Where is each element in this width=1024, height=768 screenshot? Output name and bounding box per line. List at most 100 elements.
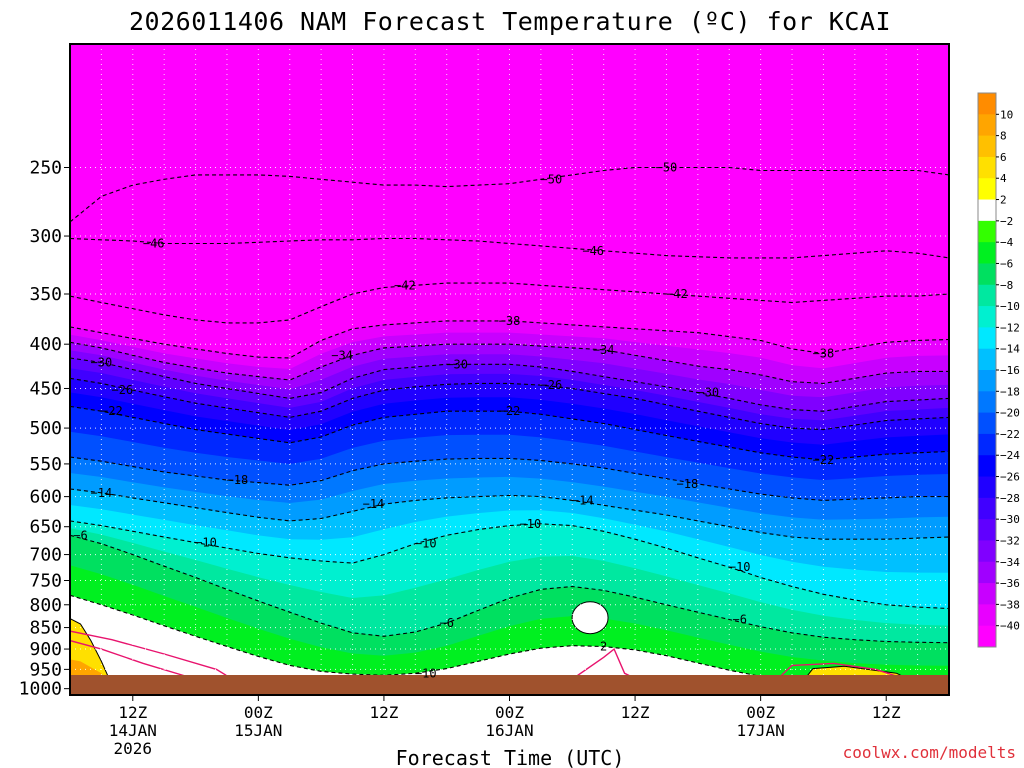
colorbar-label-5: −2 (1000, 215, 1013, 228)
isotherm--26 (70, 377, 949, 431)
xtick-date-0: 14JAN (109, 721, 157, 740)
ytick-label-600: 600 (29, 487, 62, 508)
ground-strip (70, 675, 949, 695)
colorbar-swatch-25 (978, 625, 996, 648)
ytick-label-900: 900 (29, 639, 62, 660)
contour-label--26-0: −26 (111, 383, 133, 397)
isotherm--14 (70, 488, 949, 540)
contour-label--6-0: −6 (73, 528, 87, 542)
colorbar: 10 8 6 4 2 −2 −4 −6 −8 −10 −12 −14 −16 −18 −20 −22 −24 −2… (977, 92, 1020, 648)
colorbar-swatch-6 (978, 220, 996, 243)
ytick-label-750: 750 (29, 571, 62, 592)
colorbar-swatch-13 (978, 370, 996, 392)
colorbar-label-13: −18 (1000, 385, 1020, 398)
contour-label--38-0: −38 (499, 314, 521, 328)
xtick-label-1: 00Z (244, 703, 273, 722)
chart-title: 2026011406 NAM Forecast Temperature (ºC)… (129, 7, 891, 36)
contour-label--46-1: −46 (582, 244, 604, 258)
ytick-label-250: 250 (29, 157, 62, 178)
contour-label--22-2: −22 (813, 453, 835, 467)
colorbar-label-21: −34 (1000, 556, 1020, 569)
isotherm--34 (70, 341, 949, 384)
contour-label--22-0: −22 (101, 404, 123, 418)
contour-label--30-2: −30 (697, 386, 719, 400)
colorbar-label-16: −24 (1000, 449, 1020, 462)
ytick-label-650: 650 (29, 517, 62, 538)
contour-label--10-1: −10 (415, 537, 437, 551)
colorbar-label-10: −12 (1000, 321, 1020, 334)
xtick-date-3: 16JAN (485, 721, 533, 740)
colorbar-swatch-5 (978, 199, 996, 222)
colorbar-swatch-17 (978, 455, 996, 478)
isotherm--6 (70, 534, 949, 644)
colorbar-label-4: 2 (1000, 194, 1007, 207)
xtick-date-1: 15JAN (234, 721, 282, 740)
colorbar-label-6: −4 (1000, 236, 1014, 249)
contour-label--10-0: −10 (195, 536, 217, 550)
contour-label--10-2: −10 (520, 517, 542, 531)
colorbar-swatch-11 (978, 327, 996, 350)
contour-labels: −50 −50 −46 −46 −42 −42 −38 −38 −34 −34 −30 −30 −30 −… (73, 160, 834, 680)
contour-label--42-1: −42 (666, 287, 688, 301)
warm-bubble-0 (571, 601, 609, 635)
colorbar-label-19: −30 (1000, 513, 1020, 526)
contour-label--14-0: −14 (91, 486, 113, 500)
contour-label--50-0: −50 (541, 172, 563, 186)
xtick-year-0: 2026 (114, 739, 153, 758)
contour-label--18-1: −18 (677, 477, 699, 491)
colorbar-label-8: −8 (1000, 279, 1013, 292)
contour-label--26-1: −26 (541, 378, 563, 392)
contour-label--10-3: −10 (729, 560, 751, 574)
colorbar-swatch-21 (978, 540, 996, 563)
y-axis-ticks: 2503003504004505005506006507007508008509… (19, 157, 70, 700)
xtick-label-4: 12Z (621, 703, 650, 722)
x-axis-label: Forecast Time (UTC) (396, 746, 625, 768)
contour-label--46-0: −46 (143, 236, 165, 250)
colorbar-swatch-9 (978, 284, 996, 307)
contour-label--2-0: −10 (415, 666, 437, 680)
ytick-label-800: 800 (29, 595, 62, 616)
colorbar-swatch-14 (978, 391, 996, 414)
contour-label--6-2: −6 (732, 613, 746, 627)
colorbar-swatch-2 (978, 135, 996, 158)
isotherm--38 (70, 320, 949, 359)
isotherm--10 (70, 520, 949, 610)
isotherm--18 (70, 456, 949, 501)
colorbar-swatch-3 (978, 156, 996, 179)
colorbar-label-3: 4 (1000, 172, 1007, 185)
colorbar-swatch-20 (978, 519, 996, 541)
contour-label--2-1: 2 (600, 640, 607, 654)
colorbar-swatch-7 (978, 242, 996, 264)
ytick-label-500: 500 (29, 418, 62, 439)
band-near-freezing (70, 595, 949, 695)
colorbar-swatch-10 (978, 306, 996, 328)
isotherm--30 (70, 357, 949, 412)
colorbar-swatch-12 (978, 348, 996, 371)
colorbar-label-22: −36 (1000, 577, 1020, 590)
ytick-label-1000: 1000 (19, 679, 62, 700)
colorbar-label-7: −6 (1000, 257, 1013, 270)
colorbar-swatch-23 (978, 583, 996, 605)
colorbar-label-23: −38 (1000, 598, 1020, 611)
colorbar-label-1: 8 (1000, 130, 1007, 143)
colorbar-label-12: −16 (1000, 364, 1020, 377)
colorbar-label-9: −10 (1000, 300, 1020, 313)
colorbar-swatch-22 (978, 561, 996, 584)
colorbar-swatch-16 (978, 433, 996, 456)
colorbar-label-17: −26 (1000, 471, 1020, 484)
ytick-label-950: 950 (29, 659, 62, 680)
xtick-label-6: 12Z (872, 703, 901, 722)
contour-label--34-1: −34 (593, 343, 615, 357)
contour-label--38-1: −38 (813, 346, 835, 360)
xtick-label-2: 12Z (369, 703, 398, 722)
contour-label--18-0: −18 (227, 473, 249, 487)
ytick-label-700: 700 (29, 545, 62, 566)
colorbar-swatch-15 (978, 412, 996, 435)
colorbar-swatch-19 (978, 497, 996, 520)
contour-label--14-2: −14 (572, 493, 594, 507)
colorbar-label-14: −20 (1000, 407, 1020, 420)
colorbar-label-15: −22 (1000, 428, 1020, 441)
colorbar-swatch-18 (978, 476, 996, 499)
xtick-label-3: 00Z (495, 703, 524, 722)
